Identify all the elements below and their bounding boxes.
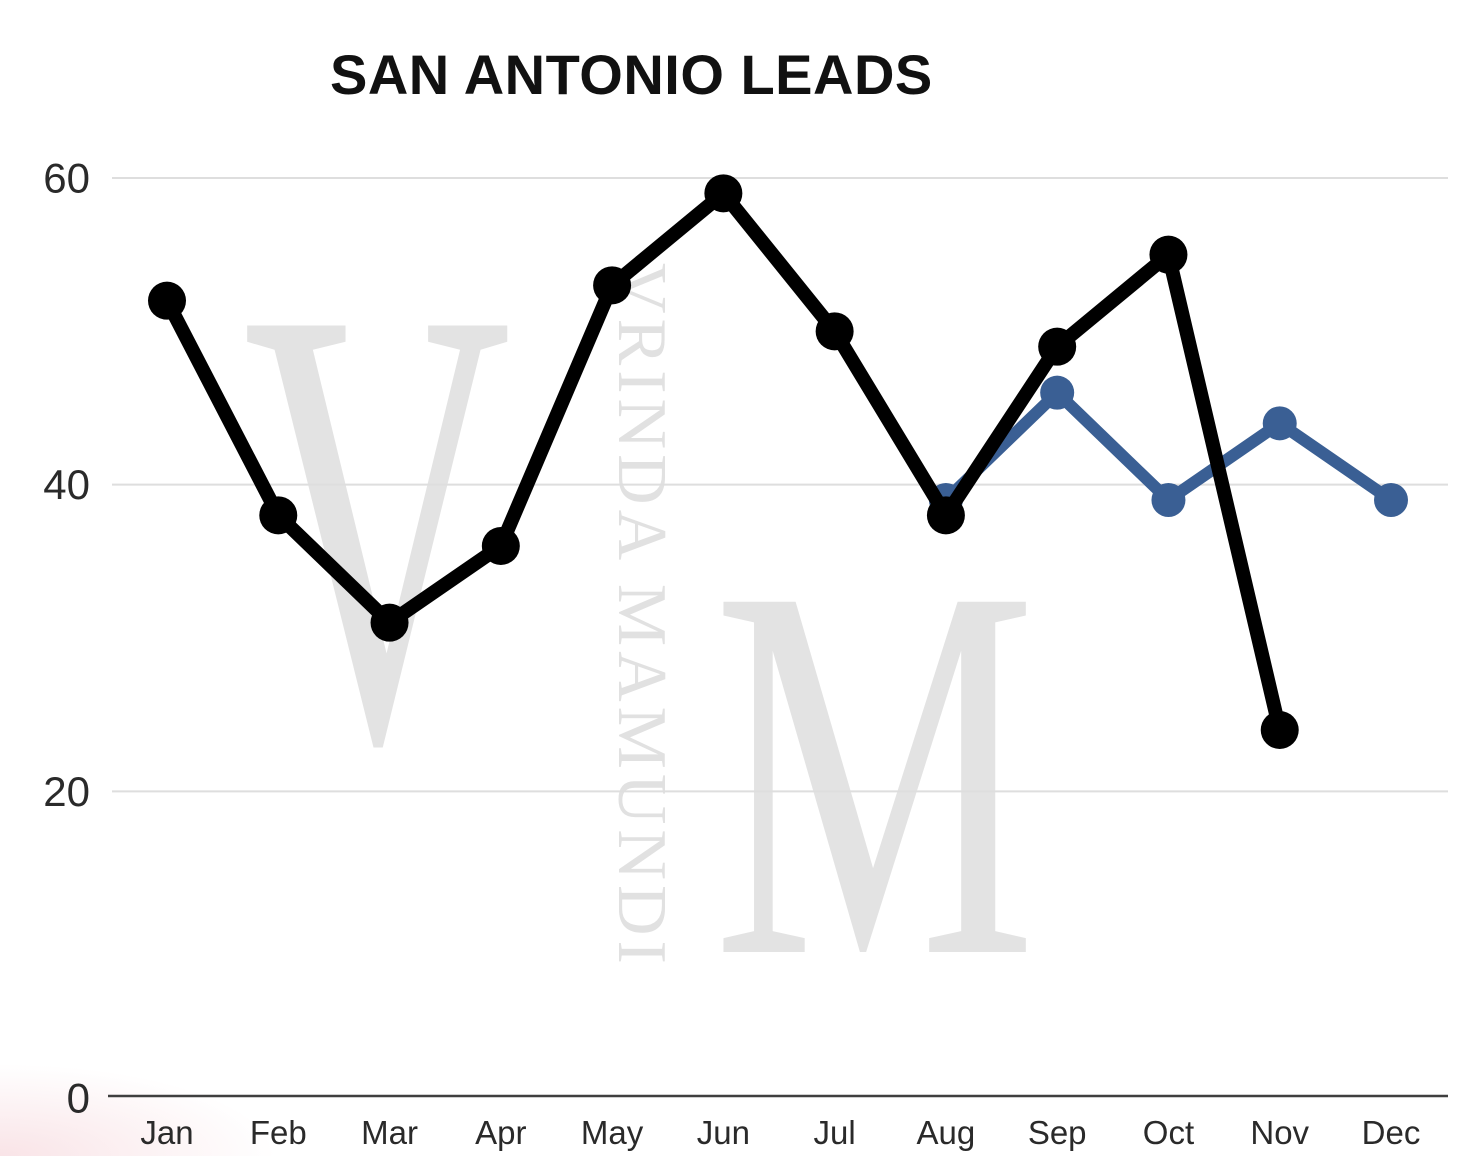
x-tick-label: Oct xyxy=(1143,1114,1194,1151)
x-tick-label: Apr xyxy=(475,1114,526,1151)
series-black-point xyxy=(259,496,298,535)
x-tick-label: Mar xyxy=(361,1114,418,1151)
y-tick-label: 20 xyxy=(43,768,90,815)
chart-title: SAN ANTONIO LEADS xyxy=(330,43,933,106)
x-tick-label: Jan xyxy=(140,1114,193,1151)
x-tick-label: Jul xyxy=(814,1114,856,1151)
series-black-point xyxy=(481,527,520,565)
series-black-point xyxy=(1038,327,1077,366)
x-tick-label: Feb xyxy=(250,1114,307,1151)
x-tick-label: Dec xyxy=(1362,1114,1421,1151)
series-blue-point xyxy=(1374,483,1408,517)
series-black-point xyxy=(370,603,409,642)
corner-tint xyxy=(0,1056,300,1156)
y-tick-label: 40 xyxy=(43,461,90,508)
series-black-point xyxy=(704,174,743,213)
x-tick-label: Aug xyxy=(917,1114,976,1151)
y-tick-label: 0 xyxy=(67,1075,90,1122)
series-black-line xyxy=(160,186,1287,737)
x-tick-label: Sep xyxy=(1028,1114,1087,1151)
series-black-point xyxy=(1260,711,1299,749)
series-blue-point xyxy=(1151,483,1186,517)
series-black-point xyxy=(593,266,632,305)
x-tick-label: Nov xyxy=(1250,1114,1309,1151)
y-tick-label: 60 xyxy=(43,155,90,202)
x-tick-label: May xyxy=(581,1114,644,1151)
series-black-point xyxy=(815,312,854,351)
series-black-point xyxy=(926,496,965,535)
series-black-point xyxy=(1149,235,1188,274)
series-black-point xyxy=(148,281,186,320)
x-tick-label: Jun xyxy=(697,1114,750,1151)
series-blue-point xyxy=(1262,406,1297,441)
series-blue-point xyxy=(1040,375,1075,410)
